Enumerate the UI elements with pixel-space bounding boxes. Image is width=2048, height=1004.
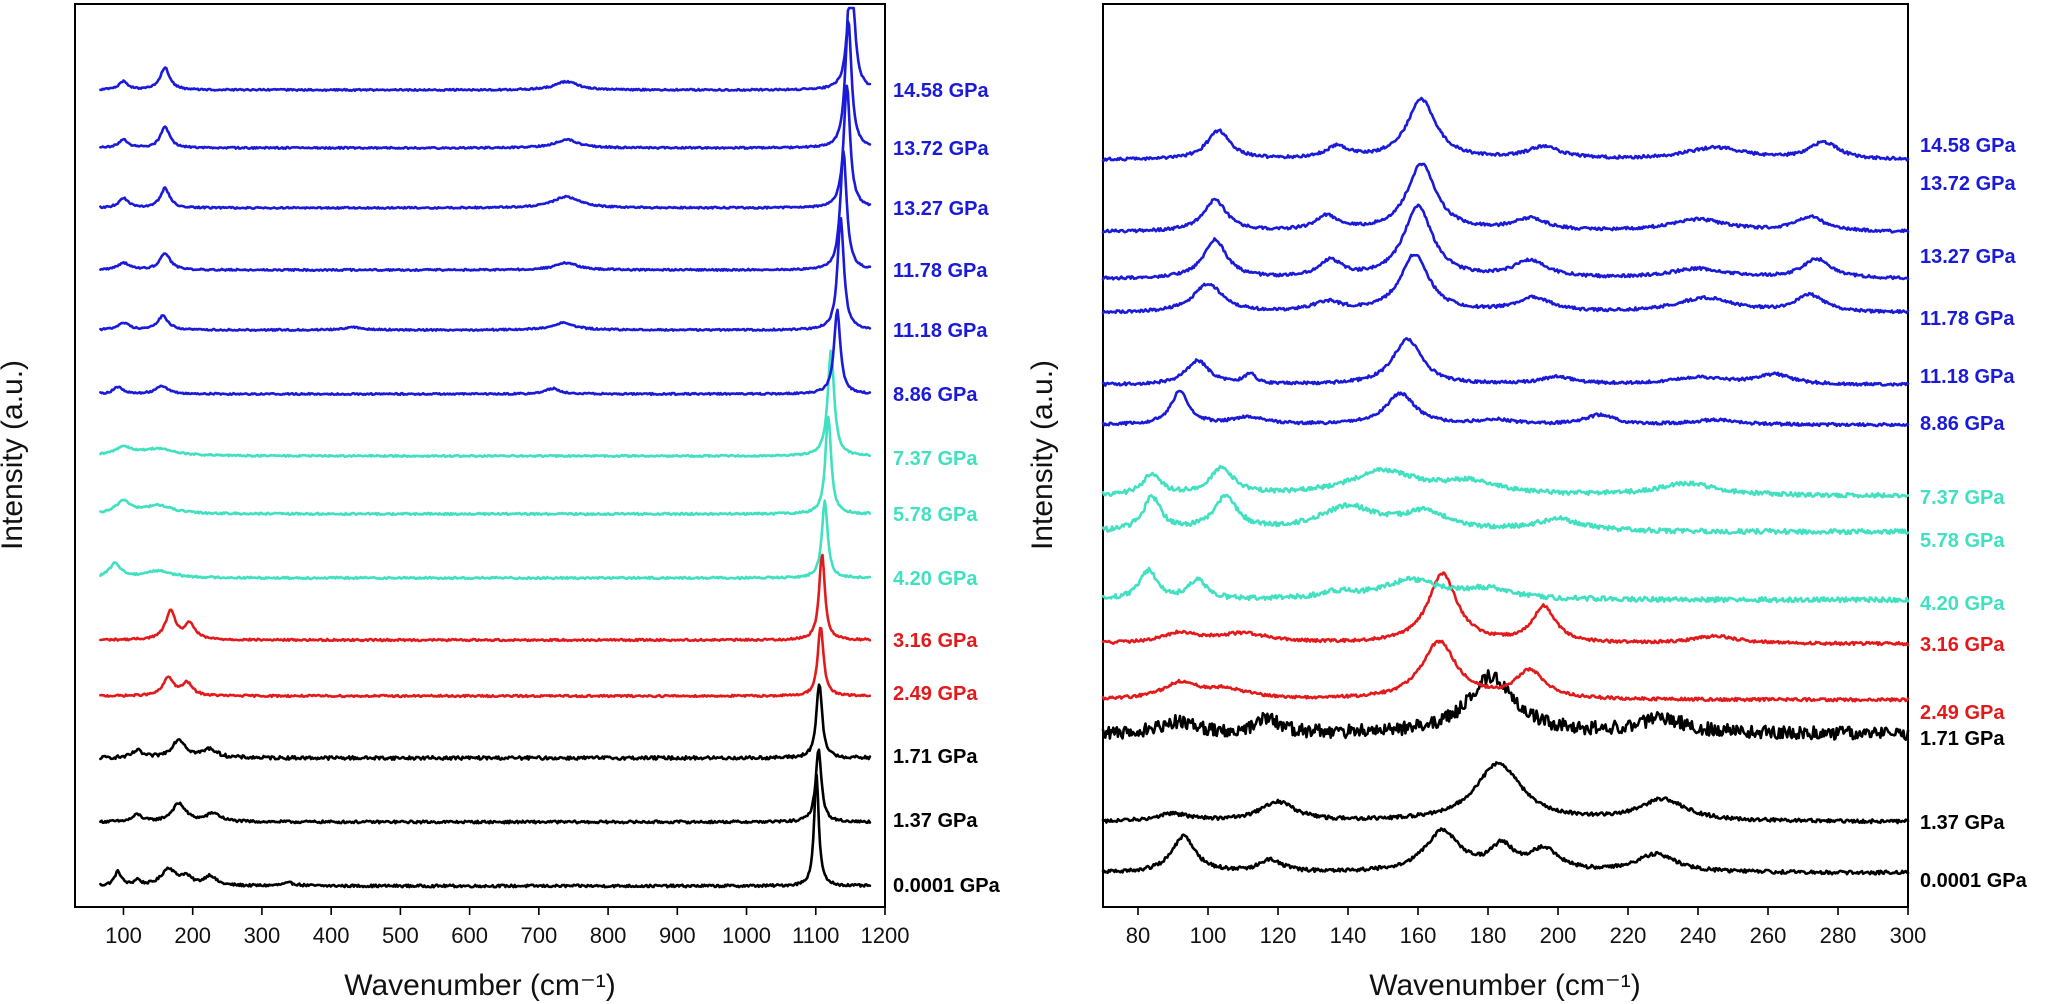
x-tick-label: 180 <box>1470 923 1507 948</box>
x-tick-label: 80 <box>1126 923 1150 948</box>
spectrum-line <box>99 626 872 699</box>
pressure-label: 1.71 GPa <box>1920 728 2005 750</box>
x-tick-label: 500 <box>382 923 419 948</box>
x-tick-label: 900 <box>659 923 696 948</box>
spectrum-line <box>99 553 872 643</box>
pressure-label: 3.16 GPa <box>1920 634 2005 656</box>
pressure-label: 2.49 GPa <box>1920 702 2005 724</box>
pressure-label: 1.71 GPa <box>893 746 978 768</box>
right-panel: 80 100 120 140 160 180 200 220 240 260 280 300 0.00… <box>1026 3 2028 1002</box>
left-plot-frame <box>74 3 886 908</box>
right-y-axis-title: Intensity (a.u.) <box>1026 360 1059 550</box>
pressure-label: 11.18 GPa <box>893 320 988 342</box>
x-tick-label: 400 <box>313 923 350 948</box>
right-x-axis-title: Wavenumber (cm⁻¹) <box>1369 969 1640 1002</box>
pressure-label: 7.37 GPa <box>893 448 978 470</box>
x-tick-label: 1100 <box>792 923 839 948</box>
x-tick-label: 260 <box>1750 923 1787 948</box>
x-tick-label: 300 <box>244 923 281 948</box>
spectrum-line <box>1101 162 1910 234</box>
spectrum-line <box>99 149 872 273</box>
x-tick-label: 600 <box>451 923 488 948</box>
spectrum-line <box>99 349 872 459</box>
spectrum-line <box>1101 493 1910 536</box>
spectrum-line <box>99 308 872 397</box>
x-tick-label: 100 <box>1190 923 1227 948</box>
spectrum-line <box>1101 96 1910 162</box>
x-tick-label: 800 <box>590 923 627 948</box>
x-tick-label: 1200 <box>861 923 910 948</box>
spectrum-line <box>99 773 872 889</box>
spectrum-line <box>99 499 872 581</box>
pressure-label: 13.27 GPa <box>1920 246 2017 268</box>
right-plot-frame <box>1102 3 1909 908</box>
pressure-label: 5.78 GPa <box>893 504 978 526</box>
left-y-axis-title: Intensity (a.u.) <box>0 360 29 550</box>
spectrum-line <box>1101 827 1910 876</box>
left-panel: 100 200 300 400 500 600 700 800 900 1000 1100 1200 … <box>0 3 1001 1002</box>
x-tick-label: 700 <box>520 923 557 948</box>
pressure-label: 3.16 GPa <box>893 630 978 652</box>
left-traces <box>99 6 872 889</box>
pressure-label: 8.86 GPa <box>893 384 978 406</box>
x-tick-label: 120 <box>1260 923 1297 948</box>
pressure-label: 4.20 GPa <box>1920 593 2005 615</box>
x-tick-label: 1000 <box>722 923 771 948</box>
pressure-label: 1.37 GPa <box>893 810 978 832</box>
pressure-label: 11.78 GPa <box>1920 308 2015 330</box>
spectrum-line <box>99 683 872 761</box>
spectrum-line <box>1101 336 1910 387</box>
pressure-label: 11.18 GPa <box>1920 366 2015 388</box>
spectrum-line <box>1101 761 1910 825</box>
right-series-labels: 0.0001 GPa 1.37 GPa 1.71 GPa 2.49 GPa 3.16 G… <box>1920 135 2028 892</box>
pressure-label: 0.0001 GPa <box>893 875 1001 897</box>
x-tick-label: 220 <box>1610 923 1647 948</box>
right-x-ticks: 80 100 120 140 160 180 200 220 240 260 280 300 <box>1126 907 1927 948</box>
spectrum-line <box>1101 566 1910 604</box>
spectrum-line <box>1101 464 1910 499</box>
pressure-label: 11.78 GPa <box>893 260 988 282</box>
spectrum-line <box>1101 571 1910 647</box>
x-tick-label: 160 <box>1400 923 1437 948</box>
spectrum-line <box>99 84 872 210</box>
x-tick-label: 140 <box>1330 923 1367 948</box>
pressure-label: 14.58 GPa <box>893 80 990 102</box>
x-tick-label: 200 <box>174 923 211 948</box>
spectrum-line <box>1101 639 1910 703</box>
left-x-axis-title: Wavenumber (cm⁻¹) <box>344 969 615 1002</box>
spectrum-line <box>1101 669 1910 742</box>
spectrum-line <box>1101 203 1910 281</box>
x-tick-label: 300 <box>1890 923 1927 948</box>
pressure-label: 4.20 GPa <box>893 568 978 590</box>
pressure-label: 13.27 GPa <box>893 198 990 220</box>
spectrum-line <box>99 19 872 151</box>
x-tick-label: 200 <box>1540 923 1577 948</box>
pressure-label: 14.58 GPa <box>1920 135 2017 157</box>
spectrum-line <box>99 6 872 93</box>
left-series-labels: 0.0001 GPa 1.37 GPa 1.71 GPa 2.49 GPa 3.16 G… <box>893 80 1001 897</box>
x-tick-label: 280 <box>1820 923 1857 948</box>
spectrum-line <box>1101 253 1910 315</box>
pressure-label: 13.72 GPa <box>1920 173 2017 195</box>
pressure-label: 13.72 GPa <box>893 138 990 160</box>
pressure-label: 0.0001 GPa <box>1920 870 2028 892</box>
spectrum-line <box>99 217 872 333</box>
spectrum-line <box>99 415 872 517</box>
pressure-label: 1.37 GPa <box>1920 812 2005 834</box>
x-tick-label: 240 <box>1680 923 1717 948</box>
pressure-label: 2.49 GPa <box>893 683 978 705</box>
spectrum-line <box>1101 389 1910 428</box>
pressure-label: 5.78 GPa <box>1920 530 2005 552</box>
left-x-ticks: 100 200 300 400 500 600 700 800 900 1000 1100 1200 <box>105 907 909 948</box>
spectrum-line <box>99 748 872 825</box>
pressure-label: 7.37 GPa <box>1920 487 2005 509</box>
right-traces <box>1101 96 1910 876</box>
pressure-label: 8.86 GPa <box>1920 413 2005 435</box>
x-tick-label: 100 <box>105 923 142 948</box>
